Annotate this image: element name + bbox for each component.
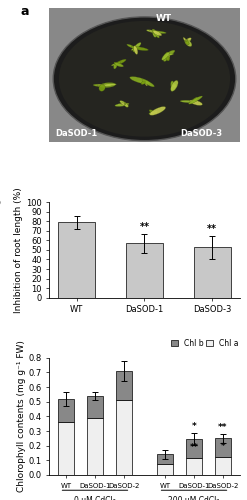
Y-axis label: Inhibition of root length (%): Inhibition of root length (%)	[14, 187, 23, 313]
Ellipse shape	[53, 17, 236, 140]
Ellipse shape	[149, 112, 154, 114]
Ellipse shape	[125, 103, 128, 105]
Ellipse shape	[165, 52, 170, 61]
Ellipse shape	[150, 30, 166, 34]
Ellipse shape	[185, 40, 191, 42]
Bar	[87, 396, 103, 418]
Text: *: *	[221, 442, 225, 451]
Bar	[58, 399, 74, 422]
Ellipse shape	[59, 21, 230, 136]
Ellipse shape	[131, 48, 135, 50]
Ellipse shape	[116, 62, 121, 64]
Ellipse shape	[124, 102, 126, 104]
Bar	[58, 222, 95, 298]
Text: **: **	[218, 423, 228, 432]
Ellipse shape	[191, 101, 195, 102]
Y-axis label: Chlorophyll contents (mg g⁻¹ FW): Chlorophyll contents (mg g⁻¹ FW)	[17, 340, 26, 492]
Ellipse shape	[111, 63, 118, 66]
Ellipse shape	[162, 52, 169, 60]
Ellipse shape	[150, 106, 166, 116]
Ellipse shape	[172, 86, 176, 89]
Legend: Chl b, Chl a: Chl b, Chl a	[170, 338, 240, 349]
Ellipse shape	[115, 63, 124, 67]
Ellipse shape	[153, 30, 162, 36]
Bar	[194, 247, 231, 298]
Ellipse shape	[167, 54, 170, 56]
Ellipse shape	[115, 103, 129, 106]
Ellipse shape	[134, 46, 138, 54]
Ellipse shape	[143, 80, 147, 86]
Text: 0 μM CdCl₂: 0 μM CdCl₂	[74, 496, 116, 500]
Ellipse shape	[114, 62, 116, 64]
Ellipse shape	[100, 82, 116, 87]
Text: b: b	[0, 196, 1, 209]
Ellipse shape	[171, 88, 174, 90]
Bar	[215, 456, 231, 475]
Ellipse shape	[152, 29, 159, 38]
Ellipse shape	[144, 80, 145, 82]
Ellipse shape	[98, 84, 103, 86]
Ellipse shape	[189, 96, 203, 104]
Ellipse shape	[163, 52, 169, 62]
Ellipse shape	[133, 47, 136, 52]
Ellipse shape	[124, 104, 128, 108]
Bar	[215, 438, 231, 456]
Ellipse shape	[142, 80, 154, 87]
Bar	[186, 439, 202, 458]
Ellipse shape	[127, 44, 136, 48]
Ellipse shape	[180, 100, 196, 103]
Text: *: *	[192, 422, 196, 431]
Ellipse shape	[186, 40, 187, 42]
Ellipse shape	[191, 100, 195, 102]
Ellipse shape	[190, 97, 198, 104]
Text: 200 μM CdCl₂: 200 μM CdCl₂	[168, 496, 220, 500]
Ellipse shape	[150, 112, 155, 113]
Bar	[87, 418, 103, 475]
Ellipse shape	[131, 46, 148, 50]
Ellipse shape	[130, 76, 150, 84]
Text: a: a	[21, 5, 29, 18]
Ellipse shape	[99, 84, 105, 91]
Ellipse shape	[141, 81, 145, 84]
Text: DaSOD-1: DaSOD-1	[55, 130, 97, 138]
Ellipse shape	[185, 38, 191, 42]
Ellipse shape	[190, 100, 203, 105]
Ellipse shape	[171, 81, 175, 90]
Ellipse shape	[133, 42, 141, 50]
Bar	[126, 243, 163, 298]
Ellipse shape	[99, 85, 104, 86]
Ellipse shape	[146, 30, 157, 33]
Bar	[116, 371, 132, 400]
Ellipse shape	[172, 84, 176, 90]
Ellipse shape	[154, 112, 156, 114]
Ellipse shape	[152, 30, 156, 38]
Ellipse shape	[98, 84, 116, 86]
Bar	[186, 458, 202, 475]
Ellipse shape	[149, 110, 155, 114]
Ellipse shape	[183, 38, 187, 43]
Text: **: **	[140, 222, 149, 232]
Ellipse shape	[93, 84, 106, 86]
Ellipse shape	[185, 40, 189, 45]
Bar	[58, 422, 74, 475]
Bar	[157, 454, 173, 464]
Ellipse shape	[154, 112, 157, 113]
Text: **: **	[189, 444, 199, 452]
Bar	[116, 400, 132, 475]
Ellipse shape	[149, 30, 155, 32]
Text: WT: WT	[155, 14, 172, 23]
Ellipse shape	[114, 62, 117, 69]
Ellipse shape	[120, 100, 127, 106]
Ellipse shape	[165, 50, 175, 56]
Ellipse shape	[173, 87, 174, 88]
Ellipse shape	[121, 103, 126, 105]
Ellipse shape	[114, 59, 126, 66]
Ellipse shape	[138, 81, 147, 82]
Ellipse shape	[185, 40, 192, 46]
Ellipse shape	[171, 80, 178, 92]
Bar	[157, 464, 173, 475]
Text: **: **	[207, 224, 217, 234]
Text: DaSOD-3: DaSOD-3	[181, 130, 223, 138]
Ellipse shape	[166, 53, 174, 56]
